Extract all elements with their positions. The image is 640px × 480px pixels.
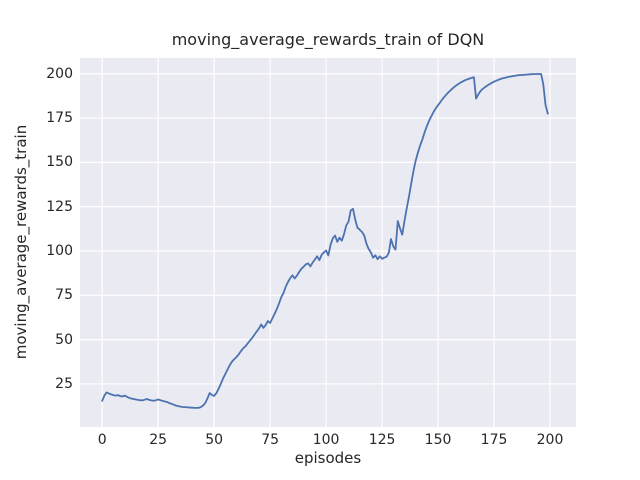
x-tick-label: 25 — [149, 432, 168, 448]
y-tick-label: 50 — [55, 331, 73, 348]
y-axis-label: moving_average_rewards_train — [12, 124, 30, 360]
x-tick-label: 0 — [97, 432, 107, 448]
x-tick-label: 150 — [424, 432, 452, 448]
y-tick-label: 100 — [46, 243, 73, 259]
y-tick-label: 150 — [46, 154, 73, 171]
plot-background — [80, 58, 576, 427]
y-tick-label: 75 — [55, 287, 73, 304]
x-tick-label: 175 — [480, 432, 508, 448]
x-tick-label: 50 — [205, 432, 224, 448]
grid-lines — [80, 58, 576, 427]
y-tick-label: 125 — [46, 198, 73, 215]
reward-line-series — [101, 73, 549, 409]
x-tick-label: 75 — [261, 432, 280, 448]
x-tick-label: 200 — [536, 432, 564, 448]
x-tick-label: 100 — [312, 432, 340, 448]
y-tick-label: 175 — [46, 110, 73, 127]
y-tick-label: 200 — [46, 65, 73, 82]
y-tick-label: 25 — [55, 375, 73, 392]
chart-title: moving_average_rewards_train of DQN — [171, 30, 485, 49]
x-tick-label: 125 — [368, 432, 396, 448]
x-axis-label: episodes — [294, 449, 362, 467]
